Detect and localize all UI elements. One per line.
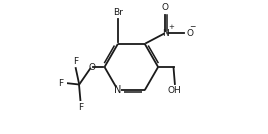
Text: N: N: [114, 85, 122, 95]
Text: O: O: [88, 62, 95, 72]
Text: N: N: [162, 29, 169, 38]
Text: O: O: [162, 3, 169, 12]
Text: O: O: [186, 29, 193, 38]
Text: F: F: [58, 79, 64, 88]
Text: Br: Br: [113, 8, 123, 17]
Text: OH: OH: [168, 86, 182, 95]
Text: F: F: [73, 57, 78, 66]
Text: F: F: [78, 103, 83, 111]
Text: −: −: [189, 22, 195, 31]
Text: +: +: [168, 24, 174, 30]
